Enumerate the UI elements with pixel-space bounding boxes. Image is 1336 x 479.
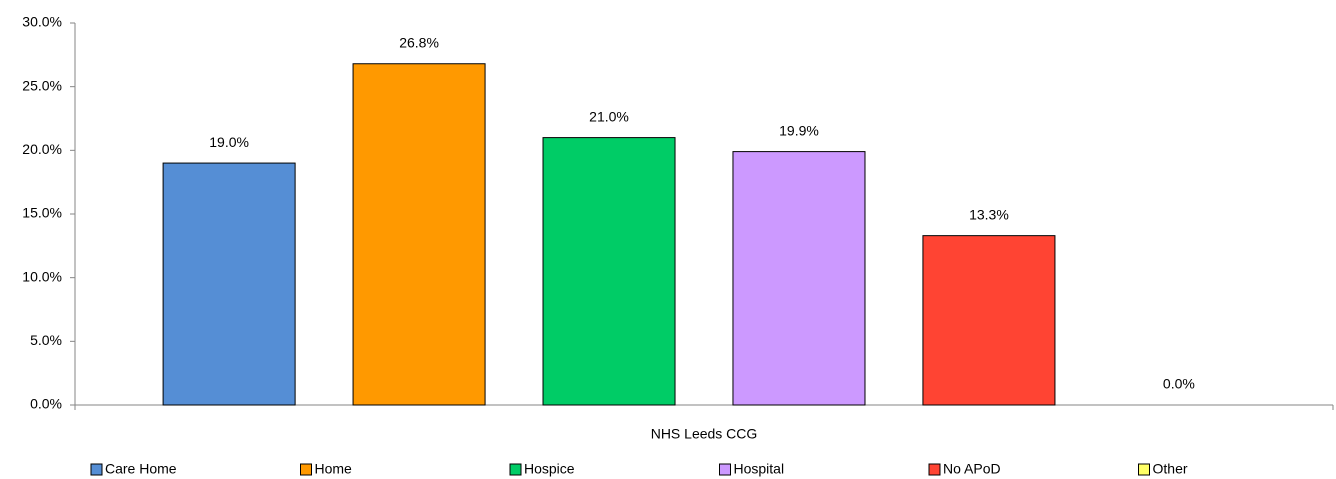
legend-label: Other xyxy=(1153,461,1188,477)
y-tick-label: 20.0% xyxy=(22,141,62,157)
value-label: 26.8% xyxy=(399,34,439,50)
y-tick-label: 5.0% xyxy=(30,332,62,348)
value-label: 19.9% xyxy=(779,122,819,138)
bar xyxy=(732,151,866,406)
legend-swatch xyxy=(928,463,941,476)
legend-label: Hospital xyxy=(734,461,785,477)
legend-label: No APoD xyxy=(943,461,1001,477)
legend-label: Care Home xyxy=(105,461,177,477)
value-label: 13.3% xyxy=(969,206,1009,222)
bar xyxy=(162,162,296,406)
value-label: 19.0% xyxy=(209,134,249,150)
value-label: 21.0% xyxy=(589,108,629,124)
y-tick-label: 10.0% xyxy=(22,268,62,284)
legend-swatch xyxy=(509,463,522,476)
y-tick-label: 25.0% xyxy=(22,77,62,93)
legend-label: Home xyxy=(315,461,353,477)
legend-swatch xyxy=(300,463,312,476)
legend-label: Hospice xyxy=(524,461,575,477)
value-label: 0.0% xyxy=(1163,376,1195,392)
bar xyxy=(352,63,486,406)
y-tick-label: 15.0% xyxy=(22,205,62,221)
legend-swatch xyxy=(90,463,103,476)
bar xyxy=(542,137,676,406)
bar xyxy=(922,235,1056,406)
legend-swatch xyxy=(1138,463,1150,476)
legend-swatch xyxy=(719,463,731,476)
y-tick-label: 30.0% xyxy=(22,14,62,30)
x-tick-label: NHS Leeds CCG xyxy=(651,426,758,442)
y-tick-label: 0.0% xyxy=(30,396,62,412)
